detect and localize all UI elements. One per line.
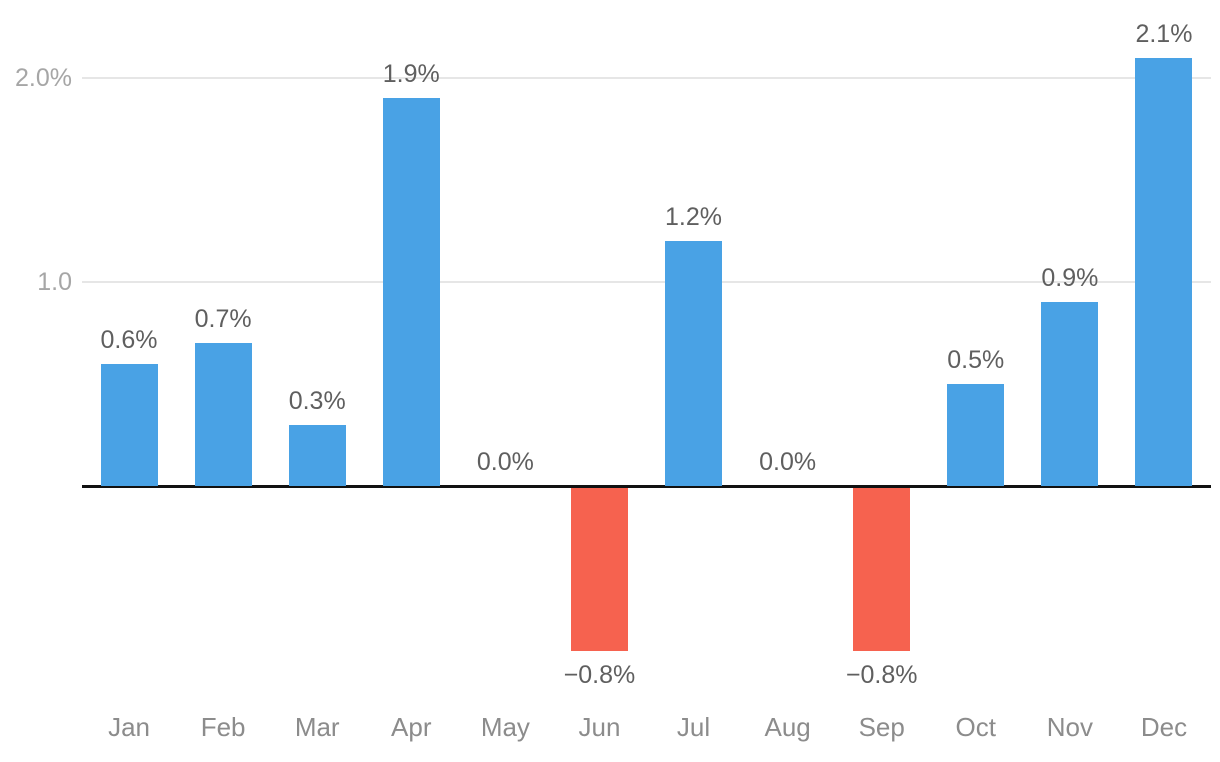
value-label-dec: 2.1% — [1135, 19, 1193, 48]
bar-jan — [100, 363, 158, 486]
value-label-sep: −0.8% — [845, 661, 918, 690]
yaxis-tick-label: 1.0 — [37, 268, 72, 296]
value-label-may: 0.0% — [476, 448, 534, 476]
value-label-jan: 0.6% — [100, 325, 158, 354]
value-label-nov: 0.9% — [1041, 264, 1099, 293]
xaxis-label-jan: Jan — [108, 712, 150, 742]
xaxis-label-may: May — [480, 712, 530, 742]
value-label-oct: 0.5% — [947, 346, 1005, 374]
xaxis-label-jun: Jun — [578, 712, 621, 742]
value-label-apr: 1.9% — [382, 60, 440, 89]
xaxis-label-jul: Jul — [676, 712, 711, 742]
bar-apr — [382, 98, 440, 486]
xaxis-label-dec: Dec — [1140, 712, 1188, 742]
value-label-aug: 0.0% — [759, 448, 817, 476]
bar-sep — [853, 488, 911, 652]
xaxis-label-mar: Mar — [294, 712, 340, 742]
xaxis-label-nov: Nov — [1046, 712, 1093, 742]
xaxis-label-apr: Apr — [391, 712, 432, 742]
xaxis-label-aug: Aug — [764, 712, 811, 742]
yaxis-tick-label: 2.0% — [15, 64, 72, 92]
bar-jun — [570, 488, 628, 652]
gridline — [82, 281, 1211, 283]
xaxis-label-sep: Sep — [858, 712, 905, 742]
bar-dec — [1135, 57, 1193, 486]
value-label-jun: −0.8% — [563, 661, 636, 690]
value-label-jul: 1.2% — [665, 203, 723, 232]
xaxis-label-feb: Feb — [200, 712, 246, 742]
xaxis-label-oct: Oct — [955, 712, 996, 742]
bar-oct — [947, 384, 1005, 486]
zero-axis-line — [82, 485, 1211, 488]
value-label-mar: 0.3% — [288, 386, 346, 415]
gridline — [82, 77, 1211, 79]
bar-jul — [665, 241, 723, 486]
bar-nov — [1041, 302, 1099, 486]
value-label-feb: 0.7% — [194, 305, 252, 334]
bar-feb — [194, 343, 252, 486]
bar-mar — [288, 424, 346, 486]
